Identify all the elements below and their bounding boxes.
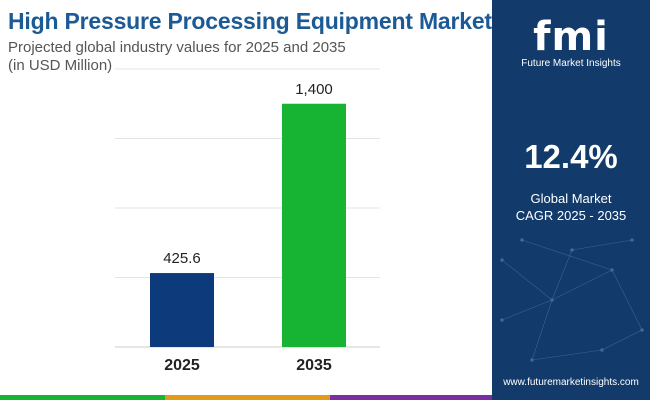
x-tick-label-2025: 2025: [164, 357, 200, 374]
chart-title: High Pressure Processing Equipment Marke…: [8, 8, 492, 34]
data-label-2025: 425.6: [163, 250, 201, 267]
cagr-label-line-2: CAGR 2025 - 2035: [515, 208, 627, 223]
bottom-bar-segment-2: [165, 395, 330, 400]
data-label-2035: 1,400: [295, 81, 333, 98]
bottom-bar-segment-1: [0, 395, 165, 400]
stats-panel: fmi Future Market Insights 12.4% Global …: [492, 0, 650, 400]
bottom-bar-segment-3: [330, 395, 492, 400]
cagr-label: Global Market CAGR 2025 - 2035: [492, 190, 650, 224]
chart-panel: High Pressure Processing Equipment Marke…: [8, 8, 493, 374]
subtitle-line-1: Projected global industry values for 202…: [8, 39, 346, 56]
cagr-label-line-1: Global Market: [530, 191, 612, 206]
chart-subtitle: Projected global industry values for 202…: [8, 39, 346, 75]
website-link[interactable]: www.futuremarketinsights.com: [503, 377, 639, 388]
logo-name: Future Market Insights: [521, 58, 621, 69]
bar-2035: [282, 103, 346, 347]
bar-chart: 425.6 2025 1,400 2035: [115, 68, 380, 374]
network-decoration: [500, 238, 644, 362]
logo-mark: fmi: [533, 14, 609, 60]
brand-logo: fmi Future Market Insights: [492, 0, 650, 78]
bar-2025: [150, 273, 214, 347]
cagr-value: 12.4%: [524, 138, 618, 175]
subtitle-line-2: (in USD Million): [8, 57, 113, 74]
x-tick-label-2035: 2035: [296, 357, 332, 374]
